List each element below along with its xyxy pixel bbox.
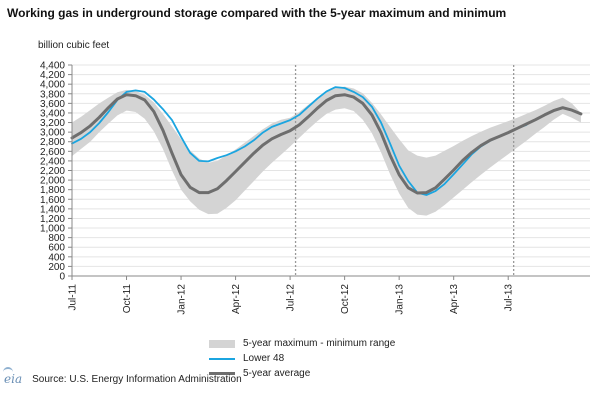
y-tick-label: 3,200 [40,118,65,129]
series-line-layer [70,86,583,196]
source-text: Source: U.S. Energy Information Administ… [32,373,242,385]
legend-swatch-lower48 [209,357,235,360]
y-tick-label: 4,200 [40,70,65,81]
legend-item-range: 5-year maximum - minimum range [209,336,395,351]
x-tick-label: Apr-13 [449,284,460,314]
storage-chart: 02004006008001,0001,2001,4001,6001,8002,… [40,61,590,315]
y-tick-label: 3,600 [40,99,65,110]
axes [68,64,590,280]
y-tick-label: 200 [48,262,65,273]
eia-logo-icon: eia [2,367,23,386]
legend-label-average: 5-year average [243,368,311,379]
y-tick-label: 3,400 [40,108,65,119]
y-tick-label: 1,600 [40,195,65,206]
legend-label-range: 5-year maximum - minimum range [243,338,396,349]
y-tick-label: 800 [48,233,65,244]
y-tick-label: 2,600 [40,147,65,158]
x-tick-label: Oct-11 [122,284,133,314]
y-tick-label: 2,800 [40,137,65,148]
legend-item-average: 5-year average [209,366,395,381]
y-tick-label: 3,000 [40,128,65,139]
y-tick-label: 1,000 [40,224,65,235]
source-note: eia Source: U.S. Energy Information Admi… [2,367,242,386]
legend: 5-year maximum - minimum range Lower 48 … [209,336,395,381]
series-line-lower-48 [71,86,528,196]
y-tick-label: 3,800 [40,89,65,100]
legend-swatch-range [209,339,235,348]
series-line-5-year-average [70,93,583,195]
x-tick-labels: Jul-11 Oct-11 Jan-12 Apr-12 Jul-12 Oct-12 Jan-… [68,284,515,315]
x-tick-label: Jul-13 [504,284,515,312]
x-tick-label: Oct-12 [340,284,351,314]
gridlines [72,64,590,267]
x-tick-label: Jan-13 [395,284,406,315]
x-tick-label: Jul-11 [68,284,79,311]
chart-title: Working gas in underground storage compa… [7,6,507,20]
y-tick-label: 400 [48,252,65,263]
x-tick-label: Apr-12 [231,284,242,314]
y-tick-label: 2,000 [40,176,65,187]
legend-swatch-average [209,372,235,375]
y-tick-labels: 02004006008001,0001,2001,4001,6001,8002,… [40,61,65,283]
y-axis-unit-label: billion cubic feet [38,40,110,51]
y-tick-label: 4,400 [40,61,65,72]
range-band-layer [72,86,581,216]
y-tick-label: 2,400 [40,156,65,167]
y-tick-label: 1,400 [40,204,65,215]
legend-label-lower48: Lower 48 [243,353,285,364]
legend-item-lower48: Lower 48 [209,351,395,366]
x-tick-label: Jul-12 [286,284,297,312]
y-tick-label: 1,200 [40,214,65,225]
y-tick-label: 1,800 [40,185,65,196]
year-divider-layer [294,65,515,276]
y-tick-label: 4,000 [40,80,65,91]
y-tick-label: 0 [59,272,65,283]
y-tick-label: 600 [48,243,65,254]
x-tick-label: Jan-12 [177,284,188,315]
y-tick-label: 2,200 [40,166,65,177]
series-range-band [72,86,581,216]
